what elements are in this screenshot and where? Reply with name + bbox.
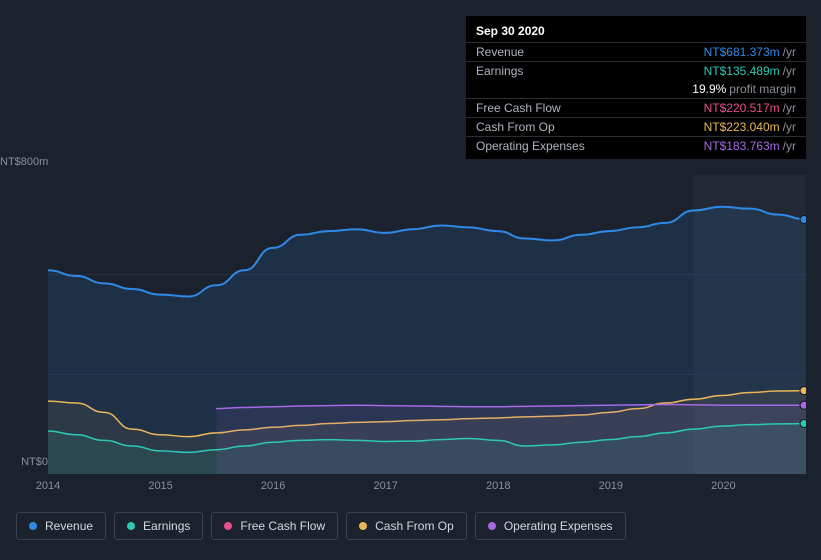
legend-swatch-icon xyxy=(359,522,367,530)
legend-label: Earnings xyxy=(143,519,190,533)
tooltip-suffix: /yr xyxy=(783,45,796,59)
x-axis-tick: 2018 xyxy=(486,480,510,492)
legend-label: Cash From Op xyxy=(375,519,454,533)
tooltip-value: NT$183.763m xyxy=(704,139,780,153)
tooltip-suffix: /yr xyxy=(783,64,796,78)
legend-swatch-icon xyxy=(127,522,135,530)
x-axis-tick: 2020 xyxy=(711,480,735,492)
chart-legend: Revenue Earnings Free Cash Flow Cash From O… xyxy=(16,512,626,540)
legend-item[interactable]: Earnings xyxy=(114,512,203,540)
legend-swatch-icon xyxy=(224,522,232,530)
y-axis-label-bottom: NT$0 xyxy=(0,456,48,468)
tooltip-row: Free Cash FlowNT$220.517m/yr xyxy=(466,98,806,117)
legend-label: Free Cash Flow xyxy=(240,519,325,533)
tooltip-suffix: profit margin xyxy=(729,82,796,96)
legend-item[interactable]: Cash From Op xyxy=(346,512,467,540)
x-axis: 2014201520162017201820192020 xyxy=(48,480,806,500)
tooltip-row: Cash From OpNT$223.040m/yr xyxy=(466,117,806,136)
tooltip-value: 19.9% xyxy=(692,82,726,96)
tooltip-label: Operating Expenses xyxy=(476,139,704,153)
x-axis-tick: 2017 xyxy=(373,480,397,492)
legend-label: Revenue xyxy=(45,519,93,533)
tooltip-label: Cash From Op xyxy=(476,120,704,134)
tooltip-value: NT$681.373m xyxy=(704,45,780,59)
tooltip-row: Operating ExpensesNT$183.763m/yr xyxy=(466,136,806,155)
tooltip-value: NT$220.517m xyxy=(704,101,780,115)
tooltip-label: Earnings xyxy=(476,64,704,78)
tooltip-suffix: /yr xyxy=(783,101,796,115)
legend-item[interactable]: Revenue xyxy=(16,512,106,540)
x-axis-tick: 2015 xyxy=(148,480,172,492)
y-axis-label-top: NT$800m xyxy=(0,156,48,168)
tooltip-label: Revenue xyxy=(476,45,704,59)
legend-item[interactable]: Operating Expenses xyxy=(475,512,626,540)
tooltip-row: RevenueNT$681.373m/yr xyxy=(466,42,806,61)
x-axis-tick: 2019 xyxy=(599,480,623,492)
tooltip-date: Sep 30 2020 xyxy=(466,20,806,42)
tooltip-row: 19.9%profit margin xyxy=(466,80,806,98)
x-axis-tick: 2016 xyxy=(261,480,285,492)
tooltip-value: NT$223.040m xyxy=(704,120,780,134)
legend-label: Operating Expenses xyxy=(504,519,613,533)
tooltip-suffix: /yr xyxy=(783,120,796,134)
x-axis-tick: 2014 xyxy=(36,480,60,492)
legend-item[interactable]: Free Cash Flow xyxy=(211,512,338,540)
tooltip-label: Free Cash Flow xyxy=(476,101,704,115)
tooltip-suffix: /yr xyxy=(783,139,796,153)
tooltip-value: NT$135.489m xyxy=(704,64,780,78)
chart-plot-area[interactable] xyxy=(48,175,806,474)
tooltip-row: EarningsNT$135.489m/yr xyxy=(466,61,806,80)
chart-svg xyxy=(48,175,806,474)
legend-swatch-icon xyxy=(29,522,37,530)
chart-tooltip: Sep 30 2020 RevenueNT$681.373m/yrEarning… xyxy=(466,16,806,159)
legend-swatch-icon xyxy=(488,522,496,530)
